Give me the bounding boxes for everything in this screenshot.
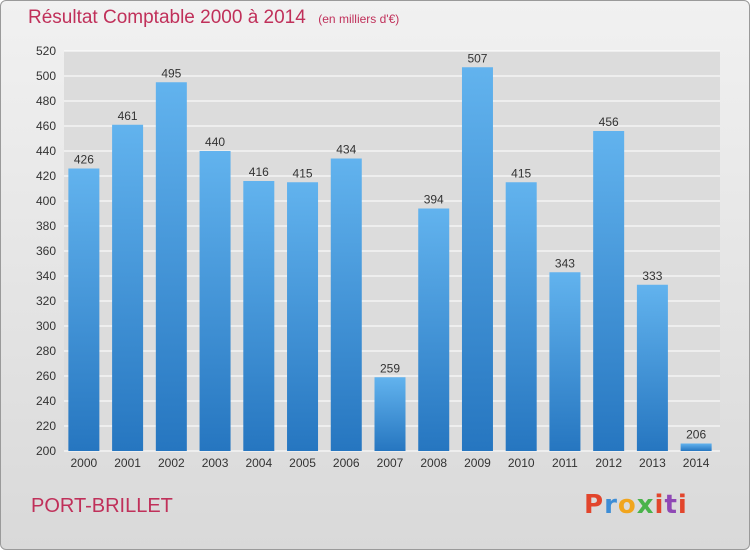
data-label-2014: 206 — [686, 428, 706, 442]
x-tick-label-2002: 2002 — [158, 456, 185, 470]
logo-letter: P — [584, 490, 605, 520]
x-tick-label-2004: 2004 — [245, 456, 272, 470]
data-label-2011: 343 — [555, 256, 575, 270]
y-tick-label: 300 — [36, 319, 56, 333]
logo-letter: i — [654, 490, 665, 520]
y-tick-label: 320 — [36, 294, 56, 308]
bar-2006 — [330, 158, 362, 451]
bar-2009 — [461, 67, 493, 451]
y-tick-label: 460 — [36, 119, 56, 133]
chart-subtitle: (en milliers d'€) — [318, 12, 400, 26]
x-tick-label-2008: 2008 — [420, 456, 447, 470]
y-tick-label: 440 — [36, 144, 56, 158]
x-tick-label-2000: 2000 — [71, 456, 98, 470]
logo-letter: r — [604, 490, 618, 520]
data-label-2001: 461 — [118, 109, 138, 123]
logo-letter: t — [664, 490, 678, 520]
logo-letter: x — [636, 490, 655, 520]
bar-2000 — [68, 168, 100, 451]
data-label-2004: 416 — [249, 165, 269, 179]
y-tick-label: 500 — [36, 69, 56, 83]
bar-2013 — [636, 284, 668, 451]
data-label-2010: 415 — [511, 166, 531, 180]
y-tick-label: 220 — [36, 419, 56, 433]
data-label-2013: 333 — [642, 269, 662, 283]
bar-2004 — [243, 181, 275, 451]
x-tick-label-2013: 2013 — [639, 456, 666, 470]
y-tick-label: 240 — [36, 394, 56, 408]
bar-2003 — [199, 151, 231, 451]
logo-letter: o — [617, 490, 637, 520]
data-label-2000: 426 — [74, 153, 94, 167]
y-tick-label: 420 — [36, 169, 56, 183]
data-label-2005: 415 — [293, 166, 313, 180]
data-label-2007: 259 — [380, 361, 400, 375]
data-label-2008: 394 — [424, 193, 444, 207]
bar-2001 — [112, 124, 144, 451]
x-tick-label-2012: 2012 — [595, 456, 622, 470]
logo-letter: i — [677, 490, 688, 520]
chart-title-block: Résultat Comptable 2000 à 2014 (en milli… — [28, 7, 399, 29]
data-label-2003: 440 — [205, 135, 225, 149]
data-label-2006: 434 — [336, 143, 356, 157]
bar-2007 — [374, 377, 406, 451]
x-tick-label-2014: 2014 — [683, 456, 710, 470]
y-tick-label: 480 — [36, 94, 56, 108]
x-tick-label-2001: 2001 — [114, 456, 141, 470]
bar-2012 — [593, 131, 625, 451]
y-tick-label: 280 — [36, 344, 56, 358]
x-tick-label-2003: 2003 — [202, 456, 229, 470]
x-tick-label-2007: 2007 — [377, 456, 404, 470]
x-tick-label-2010: 2010 — [508, 456, 535, 470]
bar-2008 — [418, 208, 450, 451]
data-label-2002: 495 — [161, 66, 181, 80]
bar-2010 — [505, 182, 537, 451]
proxiti-logo: Proxiti — [584, 490, 688, 520]
bar-2002 — [155, 82, 187, 451]
y-tick-label: 360 — [36, 244, 56, 258]
city-name: PORT-BRILLET — [31, 495, 173, 517]
x-tick-label-2005: 2005 — [289, 456, 316, 470]
y-tick-label: 380 — [36, 219, 56, 233]
x-tick-label-2009: 2009 — [464, 456, 491, 470]
data-label-2012: 456 — [599, 115, 619, 129]
chart-title: Résultat Comptable 2000 à 2014 — [28, 7, 306, 28]
y-tick-label: 400 — [36, 194, 56, 208]
data-label-2009: 507 — [467, 51, 487, 65]
x-tick-label-2006: 2006 — [333, 456, 360, 470]
y-tick-label: 260 — [36, 369, 56, 383]
x-tick-label-2011: 2011 — [552, 456, 578, 470]
bar-2014 — [680, 443, 712, 451]
bar-2005 — [287, 182, 319, 451]
y-tick-label: 520 — [36, 44, 56, 58]
bar-2011 — [549, 272, 581, 451]
y-tick-label: 200 — [36, 444, 56, 458]
y-tick-label: 340 — [36, 269, 56, 283]
